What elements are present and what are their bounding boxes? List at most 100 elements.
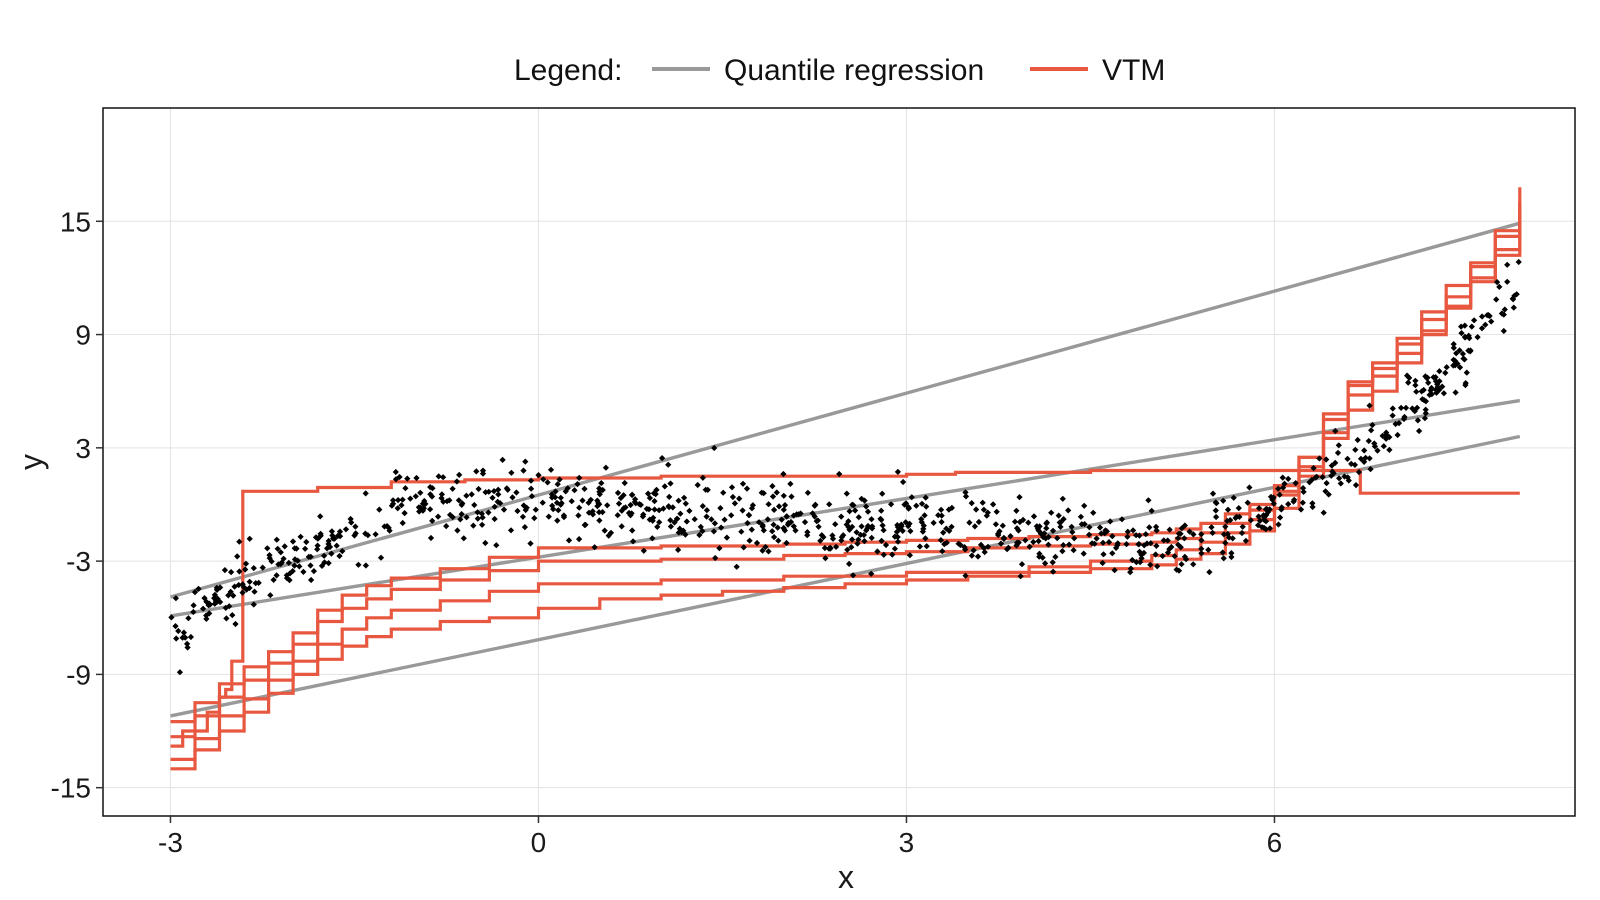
data-point xyxy=(858,495,865,502)
data-point xyxy=(1392,420,1399,428)
data-point xyxy=(1254,522,1262,529)
data-point xyxy=(281,543,288,550)
data-point xyxy=(861,537,868,545)
data-point xyxy=(596,485,603,492)
data-point xyxy=(428,493,436,500)
data-point xyxy=(857,531,864,539)
data-point xyxy=(849,572,857,579)
data-point xyxy=(972,506,980,513)
data-point xyxy=(1049,568,1057,575)
data-point xyxy=(446,497,453,504)
data-point xyxy=(470,522,477,529)
data-point xyxy=(1400,415,1408,423)
data-point xyxy=(314,546,321,553)
data-point xyxy=(1147,540,1154,547)
data-point xyxy=(1239,523,1246,530)
data-point xyxy=(1242,537,1250,545)
data-point xyxy=(783,513,790,520)
data-point xyxy=(1515,258,1522,266)
data-point xyxy=(1474,333,1481,341)
data-point xyxy=(402,485,409,492)
data-point xyxy=(740,544,747,551)
data-point xyxy=(557,494,564,501)
data-point xyxy=(745,512,753,519)
data-point xyxy=(940,529,947,536)
data-point xyxy=(860,531,868,539)
data-point xyxy=(640,511,647,518)
data-point xyxy=(388,502,396,509)
data-point xyxy=(832,543,840,551)
data-point xyxy=(731,500,739,507)
data-point xyxy=(539,499,546,506)
data-point xyxy=(1025,519,1032,526)
data-point xyxy=(621,479,628,487)
data-point xyxy=(399,496,406,503)
data-point xyxy=(829,532,836,539)
data-point xyxy=(310,567,318,575)
data-point xyxy=(336,552,343,560)
data-point xyxy=(491,503,498,510)
data-point xyxy=(1225,534,1233,541)
data-point xyxy=(1018,561,1026,568)
data-point xyxy=(499,456,506,464)
data-point xyxy=(1238,529,1246,537)
data-point xyxy=(205,602,212,609)
data-point xyxy=(1070,547,1077,554)
data-point xyxy=(683,518,690,525)
data-point xyxy=(723,534,731,541)
vtm-line xyxy=(170,202,1522,761)
data-point xyxy=(736,495,743,502)
data-point xyxy=(227,568,235,576)
data-point xyxy=(1484,312,1491,319)
data-point xyxy=(815,523,822,530)
data-point xyxy=(229,611,236,619)
data-point xyxy=(439,474,447,481)
data-point xyxy=(975,518,983,526)
data-point xyxy=(540,476,547,483)
data-point xyxy=(1224,506,1232,513)
data-point xyxy=(921,512,928,519)
data-point xyxy=(175,627,182,635)
data-point xyxy=(1493,296,1500,303)
data-point xyxy=(1138,551,1145,559)
data-point xyxy=(460,535,467,542)
data-point xyxy=(1344,455,1351,463)
data-point xyxy=(598,479,605,487)
data-point xyxy=(1247,517,1255,524)
data-point xyxy=(300,568,307,576)
data-point xyxy=(500,506,508,513)
data-point xyxy=(180,629,188,636)
data-point xyxy=(1478,313,1486,320)
data-point xyxy=(589,508,596,515)
data-point xyxy=(795,511,802,518)
data-point xyxy=(694,481,701,489)
data-point xyxy=(858,523,865,530)
data-point xyxy=(1036,550,1043,557)
data-point xyxy=(770,533,778,541)
data-point xyxy=(1450,340,1457,348)
data-point xyxy=(362,490,369,497)
data-point xyxy=(392,468,399,476)
data-point xyxy=(1262,506,1270,513)
data-point xyxy=(520,467,527,474)
data-point xyxy=(817,537,824,544)
data-point xyxy=(1209,529,1216,537)
data-point xyxy=(1059,547,1066,555)
data-point xyxy=(596,491,603,498)
data-point xyxy=(697,523,704,531)
data-point xyxy=(545,513,552,520)
data-point xyxy=(913,502,920,509)
data-point xyxy=(509,494,516,501)
data-point xyxy=(629,538,637,545)
data-point xyxy=(1228,549,1235,557)
data-point xyxy=(1397,404,1405,412)
data-point xyxy=(252,579,259,587)
data-point xyxy=(1146,524,1153,531)
data-point xyxy=(1452,389,1459,396)
data-point xyxy=(1190,531,1197,538)
data-point xyxy=(565,537,573,544)
data-point xyxy=(674,546,682,554)
data-point xyxy=(1016,493,1023,501)
data-point xyxy=(317,532,324,539)
legend-label-quantile-regression: Quantile regression xyxy=(724,54,984,87)
